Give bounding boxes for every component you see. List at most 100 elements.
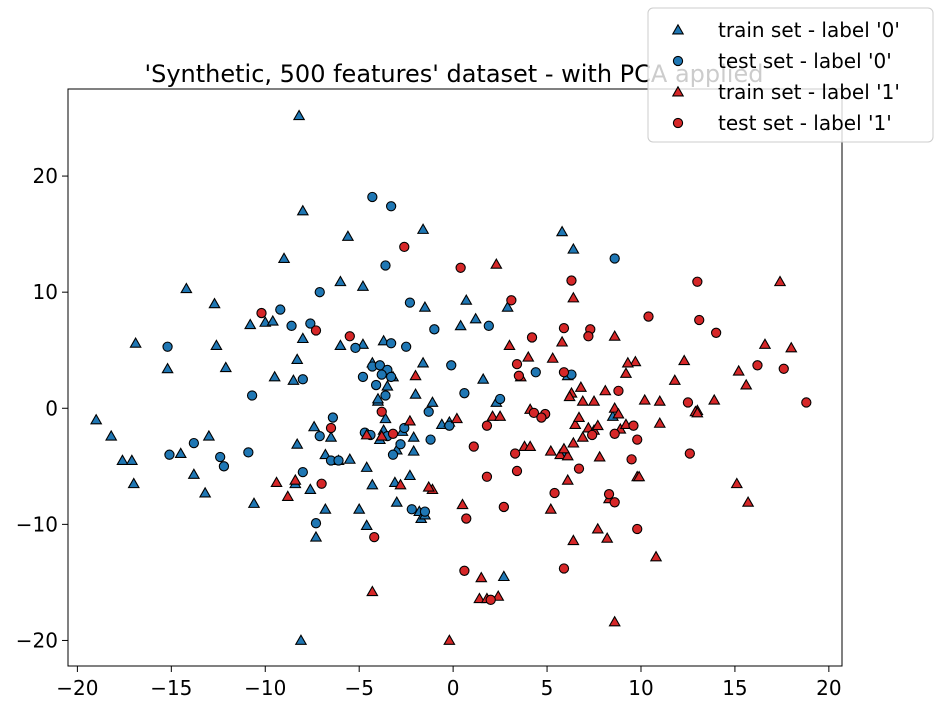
- data-point: [219, 361, 232, 373]
- data-point: [418, 300, 432, 312]
- data-point: [394, 478, 407, 490]
- data-point: [375, 429, 388, 441]
- data-point: [341, 230, 355, 241]
- data-point: [180, 282, 193, 294]
- data-point: [125, 454, 139, 465]
- data-point: [608, 615, 621, 627]
- data-point: [773, 275, 787, 287]
- data-point: [376, 406, 387, 417]
- data-point: [555, 335, 569, 347]
- series-3: [256, 241, 812, 605]
- data-point: [492, 590, 505, 601]
- data-point: [399, 241, 410, 253]
- data-point: [277, 252, 291, 263]
- data-point: [473, 592, 486, 604]
- data-point: [247, 497, 261, 508]
- data-point: [409, 388, 422, 399]
- data-point: [691, 406, 704, 418]
- data-point: [390, 495, 403, 507]
- y-tick-label: −10: [16, 512, 58, 536]
- data-point: [416, 356, 430, 368]
- data-point: [366, 585, 379, 597]
- data-point: [485, 594, 496, 605]
- data-point: [557, 442, 571, 454]
- data-point: [612, 407, 625, 419]
- data-point: [574, 381, 588, 392]
- data-point: [569, 418, 582, 429]
- data-point: [461, 513, 472, 524]
- data-point: [567, 436, 580, 448]
- data-point: [668, 374, 681, 385]
- plot-frame: [67, 88, 843, 667]
- legend-marker: [672, 117, 684, 129]
- data-point: [460, 293, 473, 305]
- data-point: [629, 355, 642, 367]
- data-point: [309, 530, 323, 542]
- data-point: [583, 331, 594, 342]
- x-tick-label: −5: [344, 676, 373, 700]
- data-point: [296, 204, 309, 216]
- x-axis: −20 −15 −10 −5 0 5 10 15 20: [56, 666, 842, 700]
- data-point: [425, 434, 436, 445]
- x-tick-label: 5: [541, 676, 554, 700]
- data-point: [619, 367, 633, 378]
- data-point: [360, 519, 373, 530]
- data-point: [316, 478, 327, 489]
- data-point: [593, 450, 606, 462]
- data-point: [333, 455, 344, 466]
- data-point: [546, 352, 559, 363]
- data-point: [609, 253, 620, 264]
- data-point: [586, 429, 598, 441]
- data-point: [325, 422, 337, 434]
- data-point: [287, 374, 300, 385]
- data-point: [741, 495, 755, 507]
- data-point: [501, 300, 514, 312]
- data-point: [493, 410, 507, 421]
- data-point: [198, 486, 212, 498]
- data-point: [292, 109, 306, 121]
- data-point: [498, 501, 509, 513]
- data-point: [752, 360, 763, 371]
- data-point: [710, 327, 722, 338]
- data-point: [218, 461, 230, 472]
- data-point: [401, 341, 412, 352]
- data-point: [758, 338, 772, 349]
- data-point: [294, 634, 308, 645]
- data-point: [210, 339, 223, 351]
- data-point: [513, 370, 525, 381]
- data-point: [613, 385, 624, 397]
- data-point: [385, 201, 397, 212]
- data-point: [381, 379, 394, 391]
- data-point: [343, 453, 356, 464]
- data-point: [587, 394, 601, 406]
- data-point: [334, 339, 347, 351]
- y-tick-label: 20: [33, 164, 58, 188]
- data-point: [730, 477, 743, 489]
- data-point: [127, 477, 140, 489]
- data-point: [632, 434, 643, 445]
- data-point: [387, 449, 399, 460]
- y-tick-label: 0: [45, 396, 58, 420]
- legend-label: train set - label '1': [718, 80, 900, 104]
- data-point: [632, 523, 643, 535]
- data-point: [567, 242, 580, 254]
- data-point: [558, 323, 570, 334]
- data-point: [528, 407, 540, 419]
- data-point: [304, 483, 317, 494]
- data-point: [187, 468, 201, 479]
- y-tick-label: −20: [16, 628, 58, 652]
- data-point: [490, 257, 503, 269]
- data-point: [164, 449, 175, 460]
- legend-marker: [672, 55, 684, 67]
- data-point: [511, 358, 523, 370]
- data-point: [638, 393, 651, 405]
- data-point: [732, 364, 745, 376]
- data-point: [407, 444, 420, 456]
- data-point: [296, 332, 309, 344]
- data-point: [785, 341, 798, 353]
- plot-marks: [90, 109, 812, 645]
- data-point: [188, 437, 200, 449]
- data-point: [367, 191, 378, 203]
- data-point: [483, 320, 494, 331]
- data-point: [353, 502, 366, 514]
